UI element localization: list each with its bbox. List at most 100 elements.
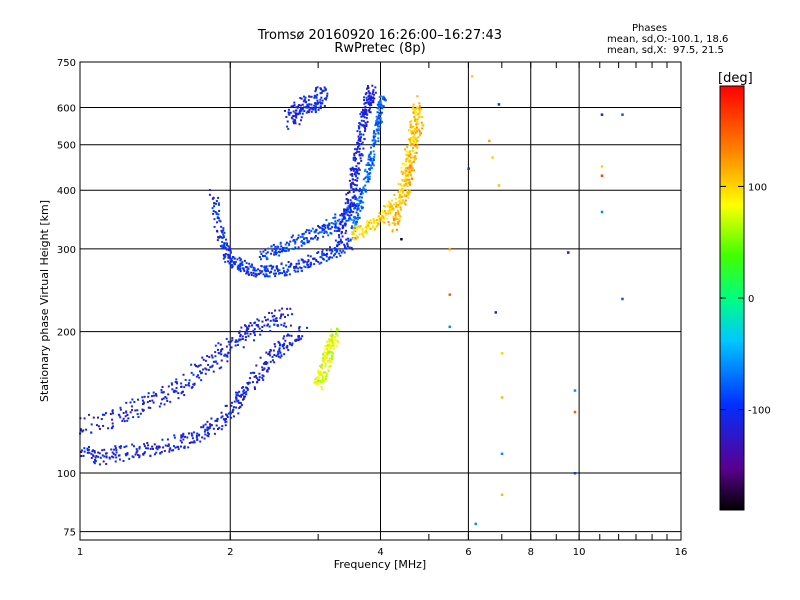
data-point <box>83 447 86 450</box>
data-point <box>354 159 357 162</box>
data-point <box>330 355 333 358</box>
data-point <box>270 245 273 248</box>
data-point <box>94 458 97 461</box>
data-point <box>267 353 270 356</box>
data-point <box>250 274 253 277</box>
data-point <box>326 94 329 97</box>
data-point <box>339 249 342 252</box>
data-point <box>266 268 269 271</box>
data-point <box>287 248 290 251</box>
data-point <box>382 205 385 208</box>
data-point <box>204 423 207 426</box>
data-point <box>184 378 187 381</box>
data-point <box>405 175 408 178</box>
data-point <box>238 390 241 393</box>
data-point <box>220 353 223 356</box>
data-point <box>327 226 330 229</box>
data-point <box>253 375 256 378</box>
data-point <box>86 447 89 450</box>
data-point <box>367 224 370 227</box>
data-point <box>391 209 394 212</box>
data-point <box>347 237 350 240</box>
data-point <box>573 471 577 475</box>
data-point <box>219 220 222 223</box>
data-point <box>404 203 407 206</box>
data-point <box>317 232 320 235</box>
data-point <box>379 100 382 103</box>
data-point <box>314 378 317 381</box>
data-point <box>236 400 239 403</box>
data-point <box>298 123 301 126</box>
data-point <box>330 344 333 347</box>
data-point <box>399 183 402 186</box>
data-point <box>285 115 288 118</box>
data-point <box>129 411 132 414</box>
data-point <box>109 412 112 415</box>
data-point <box>228 343 231 346</box>
data-point <box>321 227 324 230</box>
data-point <box>242 396 245 399</box>
data-point <box>358 144 361 147</box>
data-point <box>158 405 161 408</box>
data-point <box>126 453 129 456</box>
data-point <box>163 449 166 452</box>
data-point <box>125 445 128 448</box>
data-point <box>362 231 365 234</box>
data-point <box>193 363 196 366</box>
data-point <box>488 139 491 143</box>
data-point <box>112 412 115 415</box>
data-point <box>378 212 381 215</box>
data-point <box>200 371 203 374</box>
data-point <box>379 117 382 120</box>
data-point <box>203 430 206 433</box>
data-point <box>221 240 224 243</box>
data-point <box>208 188 211 191</box>
data-point <box>257 268 260 271</box>
data-point <box>367 172 370 175</box>
data-point <box>238 268 241 271</box>
data-point <box>395 228 398 231</box>
data-point <box>347 219 350 222</box>
data-point <box>180 434 183 437</box>
data-point <box>397 212 400 215</box>
data-point <box>147 406 150 409</box>
data-point <box>176 382 179 385</box>
data-point <box>364 128 367 131</box>
data-point <box>314 102 317 105</box>
data-point <box>273 354 276 357</box>
data-point <box>374 123 377 126</box>
data-point <box>349 239 352 242</box>
data-point <box>403 184 406 187</box>
data-point <box>335 327 338 330</box>
data-point <box>368 110 371 113</box>
data-point <box>222 257 225 260</box>
data-point <box>239 333 242 336</box>
data-point <box>301 236 304 239</box>
data-point <box>183 445 186 448</box>
x-tick-label: 10 <box>573 547 586 558</box>
data-point <box>280 315 283 318</box>
data-point <box>325 348 328 351</box>
data-point <box>411 149 414 152</box>
data-point <box>361 233 364 236</box>
data-point <box>360 189 363 192</box>
data-point <box>414 141 417 144</box>
data-point <box>352 210 355 213</box>
data-point <box>366 220 369 223</box>
data-point <box>313 104 316 107</box>
data-point <box>319 366 322 369</box>
data-point <box>343 210 346 213</box>
data-point <box>171 388 174 391</box>
data-point <box>253 269 256 272</box>
data-point <box>362 115 365 118</box>
data-point <box>309 107 312 110</box>
data-point <box>415 126 418 129</box>
data-point <box>360 119 363 122</box>
data-point <box>232 408 235 411</box>
data-point <box>214 355 217 358</box>
data-point <box>142 409 145 412</box>
data-point <box>411 107 414 110</box>
data-point <box>253 322 256 325</box>
data-point <box>337 227 340 230</box>
data-point <box>267 247 270 250</box>
